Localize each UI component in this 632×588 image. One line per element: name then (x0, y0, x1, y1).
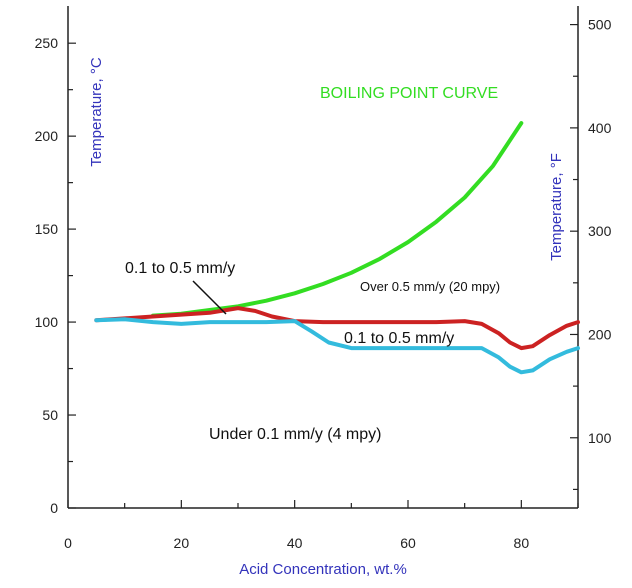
under-rate-label: Under 0.1 mm/y (4 mpy) (209, 426, 381, 443)
y-left-tick-label: 0 (50, 500, 58, 516)
series-line-3 (94, 317, 580, 375)
series-layer (94, 121, 580, 375)
x-axis-label: Acid Concentration, wt.% (239, 561, 407, 578)
y-left-tick-label: 100 (35, 314, 59, 330)
y-right-tick-label: 500 (588, 17, 612, 33)
labels: Acid Concentration, wt.% Temperature, °C… (88, 57, 565, 578)
y-axis-right-label: Temperature, °F (548, 153, 565, 261)
y-left-tick-label: 50 (42, 407, 58, 423)
axes: 0 50 100 150 200 250 100 200 300 400 500 0 20 40 60 80 (35, 6, 612, 551)
y-left-tick-label: 150 (35, 221, 59, 237)
x-tick-label: 60 (400, 535, 416, 551)
y-right-tick-label: 100 (588, 430, 612, 446)
mid-rate-label-right: 0.1 to 0.5 mm/y (344, 330, 454, 347)
series-line-2 (94, 306, 580, 351)
y-right-tick-label: 300 (588, 223, 612, 239)
boiling-point-curve-label: BOILING POINT CURVE (320, 85, 498, 102)
series-line-1 (151, 121, 524, 318)
y-left-tick-label: 200 (35, 128, 59, 144)
mid-rate-label-left: 0.1 to 0.5 mm/y (125, 260, 235, 277)
x-tick-label: 40 (287, 535, 303, 551)
y-axis-left-label: Temperature, °C (88, 57, 105, 167)
x-tick-label: 0 (64, 535, 72, 551)
over-rate-label: Over 0.5 mm/y (20 mpy) (360, 279, 500, 294)
y-right-tick-label: 400 (588, 120, 612, 136)
mid-rate-pointer-line (192, 280, 227, 315)
y-right-tick-label: 200 (588, 326, 612, 342)
x-tick-label: 80 (514, 535, 530, 551)
x-tick-label: 20 (174, 535, 190, 551)
y-left-tick-label: 250 (35, 35, 59, 51)
